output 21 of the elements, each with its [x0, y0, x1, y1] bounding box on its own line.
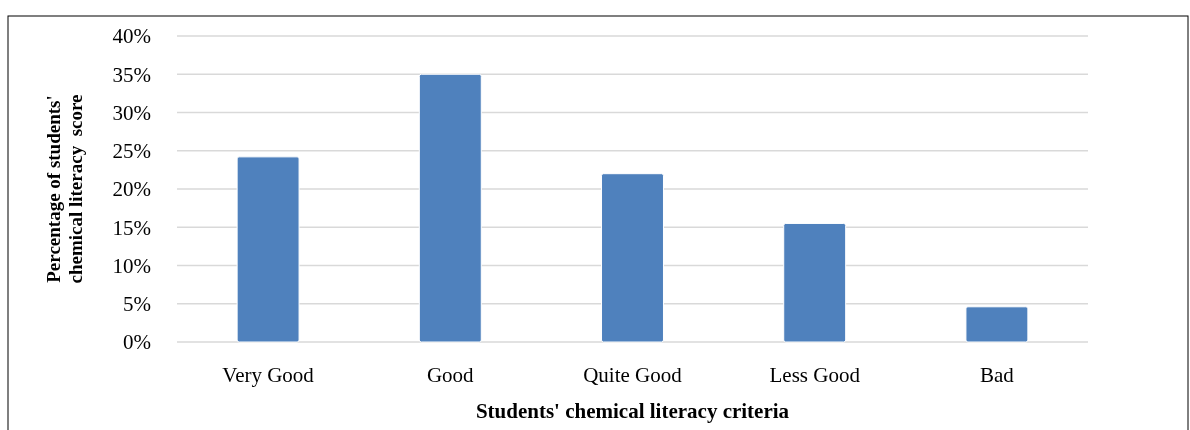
x-tick-label: Quite Good [583, 363, 683, 387]
y-tick-label: 35% [112, 62, 151, 87]
y-tick-label: 20% [112, 177, 151, 202]
x-axis-title: Students' chemical literacy criteria [475, 399, 790, 423]
y-tick-label: 5% [123, 292, 151, 317]
x-tick-label: Bad [979, 363, 1015, 387]
bar [965, 306, 1029, 343]
y-tick-label: 25% [112, 139, 151, 164]
y-tick-label: 30% [112, 100, 151, 125]
y-tick-label: 15% [112, 215, 151, 240]
y-axis-title: Percentage of students' chemical literacy score [43, 94, 86, 284]
y-tick-label: 0% [123, 330, 151, 355]
bar [236, 156, 300, 343]
x-tick-label: Very Good [222, 363, 315, 387]
x-tick-label: Less Good [769, 363, 861, 387]
bar [783, 222, 847, 343]
bar [601, 173, 664, 343]
x-tick-label: Good [426, 363, 475, 387]
y-tick-label: 40% [112, 24, 151, 49]
bar [418, 73, 482, 343]
y-tick-label: 10% [112, 253, 151, 278]
